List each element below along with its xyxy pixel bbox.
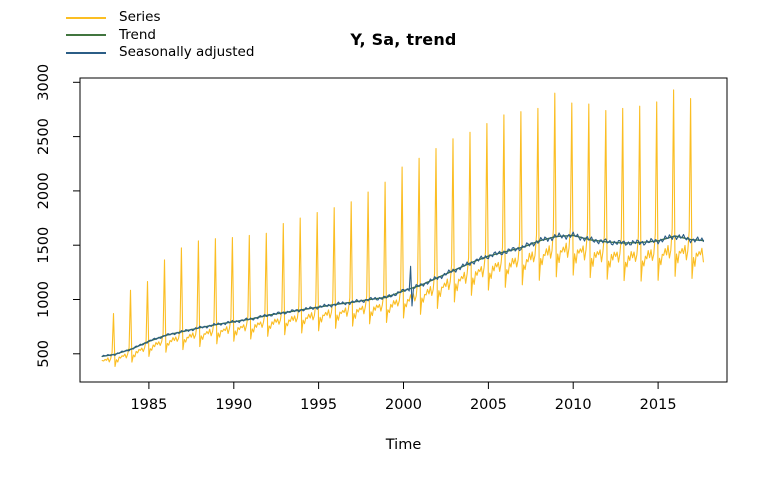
x-tick-label: 1985 [130,397,167,413]
plot-frame [79,77,728,383]
x-tick-label: 2015 [640,397,677,413]
x-tick-label: 2005 [470,397,507,413]
legend-item-trend: Trend [66,27,254,45]
series-line-swatch [66,16,106,19]
series-line [101,89,704,368]
x-tick-label: 2010 [555,397,592,413]
x-axis-title: Time [385,437,422,453]
sa-line-swatch [66,51,106,54]
y-tick-label: 1000 [36,281,52,318]
x-tick-label: 2000 [385,397,422,413]
y-tick-label: 2000 [36,172,52,209]
y-tick-label: 2500 [36,118,52,155]
legend-item-series: Series [66,9,254,27]
legend: Series Trend Seasonally adjusted [66,9,254,62]
x-tick-label: 1990 [215,397,252,413]
legend-label-seasonally-adjusted: Seasonally adjusted [119,44,255,61]
legend-label-trend: Trend [119,26,156,43]
y-tick-label: 3000 [36,64,52,101]
legend-label-series: Series [119,9,161,26]
x-tick-label: 1995 [300,397,337,413]
trend-line-swatch [66,34,106,37]
legend-item-seasonally-adjusted: Seasonally adjusted [66,44,254,62]
chart-title: Y, Sa, trend [350,30,457,49]
seasonally-adjusted-line [101,231,704,357]
y-tick-label: 500 [36,340,52,368]
y-tick-label: 1500 [36,227,52,264]
